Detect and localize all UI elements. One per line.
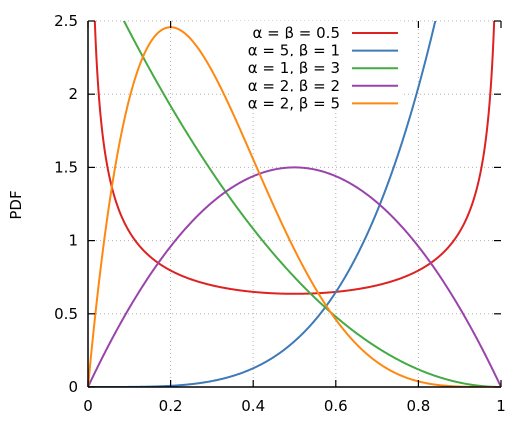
series-curve bbox=[93, 21, 496, 295]
legend-label: α = 2, β = 2 bbox=[248, 77, 340, 95]
series-curve bbox=[88, 166, 501, 387]
legend: α = β = 0.5α = 5, β = 1α = 1, β = 3α = 2… bbox=[232, 21, 404, 112]
x-tick-label: 0 bbox=[83, 397, 93, 415]
x-tick-label: 0.6 bbox=[324, 397, 348, 415]
y-axis-title: PDF bbox=[7, 190, 25, 219]
legend-label: α = 1, β = 3 bbox=[248, 59, 340, 77]
y-tick-label: 0 bbox=[68, 378, 78, 396]
curves bbox=[88, 21, 501, 387]
x-tick-label: 1 bbox=[496, 397, 506, 415]
x-tick-label: 0.2 bbox=[159, 397, 183, 415]
y-tick-label: 1.5 bbox=[54, 158, 78, 176]
y-tick-label: 0.5 bbox=[54, 305, 78, 323]
x-tick-label: 0.4 bbox=[241, 397, 265, 415]
axes bbox=[87, 21, 501, 388]
legend-label: α = 2, β = 5 bbox=[248, 94, 340, 112]
y-tick-label: 2.5 bbox=[54, 12, 78, 30]
y-tick-label: 1 bbox=[68, 232, 78, 250]
series-curve bbox=[88, 26, 501, 387]
legend-label: α = β = 0.5 bbox=[252, 24, 340, 42]
ticks: 0 0.2 0.4 0.6 0.8 1 0 0.5 1 1.5 2 2.5 bbox=[54, 12, 506, 415]
legend-label: α = 5, β = 1 bbox=[248, 42, 340, 60]
x-tick-label: 0.8 bbox=[406, 397, 430, 415]
y-tick-label: 2 bbox=[68, 85, 78, 103]
series-curve bbox=[122, 21, 501, 387]
